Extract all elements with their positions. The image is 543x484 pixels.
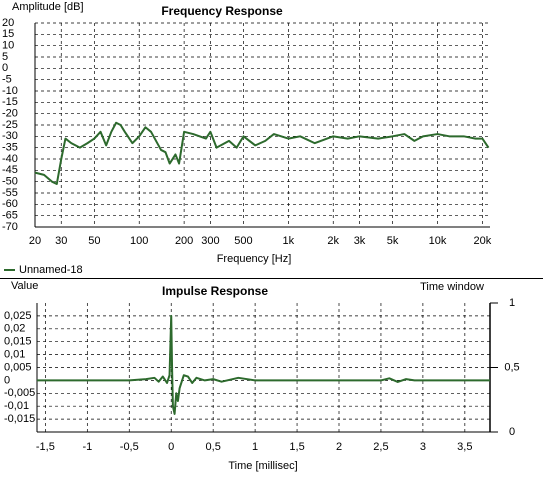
y-tick-label: 5 <box>2 51 8 63</box>
x-tick-label: 1,5 <box>289 441 304 453</box>
y-tick-label: 20 <box>2 17 14 29</box>
y-tick-label: -15 <box>2 96 18 108</box>
x-tick-label: 2k <box>327 235 339 247</box>
x-tick-label: 10k <box>429 235 447 247</box>
x-axis-label: Frequency [Hz] <box>217 253 292 265</box>
y-tick-label: -30 <box>2 130 18 142</box>
x-tick-label: 3,5 <box>457 441 472 453</box>
x-tick-label: 30 <box>55 235 67 247</box>
y-tick-label: -35 <box>2 142 18 154</box>
x-tick-label: 0,5 <box>206 441 221 453</box>
data-line <box>34 121 490 185</box>
y-tick-label: 10 <box>2 40 14 52</box>
y-tick-label: 0,015 <box>4 336 32 348</box>
x-tick-label: 1k <box>283 235 295 247</box>
x-tick-label: 1 <box>252 441 258 453</box>
y-tick-label: -0,005 <box>4 387 35 399</box>
chart-title: Impulse Response <box>162 284 268 298</box>
x-tick-label: 20k <box>473 235 491 247</box>
y-tick-label: -65 <box>2 210 18 222</box>
y-tick-label: 0,02 <box>4 323 25 335</box>
y-tick-label: 0 <box>4 374 10 386</box>
y-tick-label: -0,01 <box>4 400 29 412</box>
x-tick-label: -1,5 <box>36 441 55 453</box>
y-tick-label: -25 <box>2 119 18 131</box>
y-tick-label: -55 <box>2 187 18 199</box>
y2-tick-label: 1 <box>509 297 515 309</box>
y-tick-label: 0,025 <box>4 310 32 322</box>
legend-label: Unnamed-18 <box>19 264 83 276</box>
y-tick-label: 0 <box>2 62 8 74</box>
y-tick-label: -5 <box>2 74 12 86</box>
y-tick-label: -70 <box>2 221 18 233</box>
x-tick-label: 3 <box>420 441 426 453</box>
x-tick-label: -0,5 <box>120 441 139 453</box>
y-tick-label: -60 <box>2 198 18 210</box>
x-tick-label: 20 <box>29 235 41 247</box>
y-axis-label: Amplitude [dB] <box>12 1 84 13</box>
y-tick-label: -40 <box>2 153 18 165</box>
y-tick-label: 0,01 <box>4 349 25 361</box>
y-tick-label: 0,005 <box>4 361 32 373</box>
y-tick-label: -20 <box>2 108 18 120</box>
x-tick-label: 200 <box>175 235 193 247</box>
x-tick-label: 300 <box>201 235 219 247</box>
y-tick-label: -50 <box>2 176 18 188</box>
y-tick-label: -10 <box>2 85 18 97</box>
y-tick-label: -0,015 <box>4 413 35 425</box>
y-tick-label: 15 <box>2 28 14 40</box>
y-axis-label: Value <box>11 280 38 292</box>
x-tick-label: 0 <box>168 441 174 453</box>
x-tick-label: 500 <box>234 235 252 247</box>
x-axis-label: Time [millisec] <box>228 460 297 472</box>
x-tick-label: 100 <box>130 235 148 247</box>
x-tick-label: 3k <box>354 235 366 247</box>
x-tick-label: 5k <box>387 235 399 247</box>
y2-tick-label: 0 <box>509 426 515 438</box>
x-tick-label: 50 <box>88 235 100 247</box>
y2-tick-label: 0,5 <box>504 361 519 373</box>
x-tick-label: 2 <box>336 441 342 453</box>
x-tick-label: 2,5 <box>373 441 388 453</box>
y-tick-label: -45 <box>2 164 18 176</box>
y2-axis-label: Time window <box>420 281 484 293</box>
chart-title: Frequency Response <box>161 4 283 18</box>
data-line <box>37 314 490 415</box>
x-tick-label: -1 <box>82 441 92 453</box>
